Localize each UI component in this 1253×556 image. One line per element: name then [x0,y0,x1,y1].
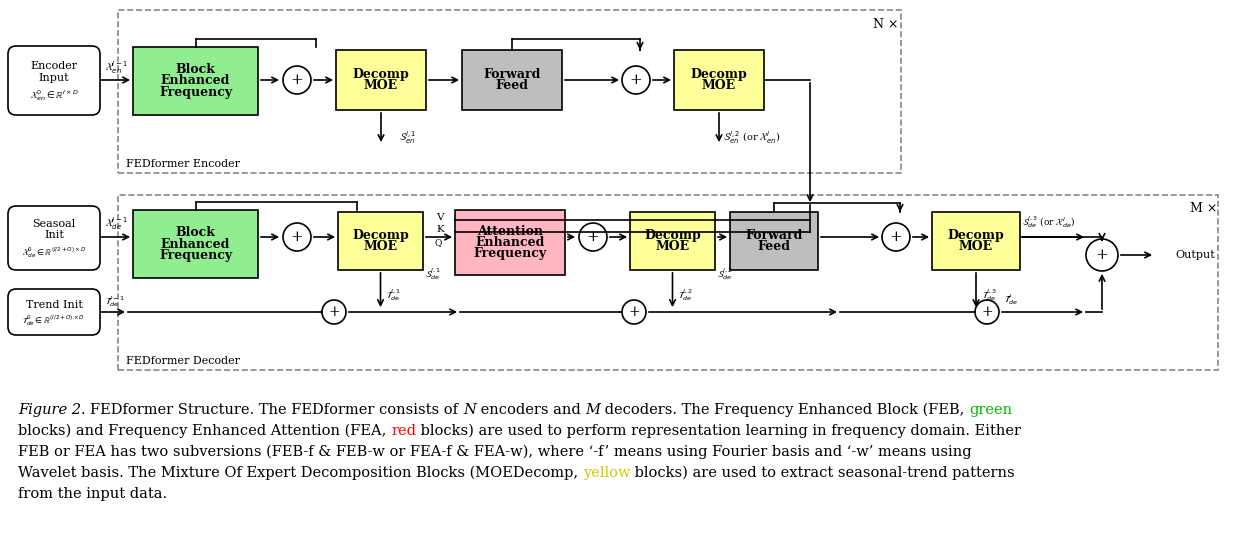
Text: +: + [628,305,640,319]
Text: Feed: Feed [758,240,791,253]
Text: MOE: MOE [702,79,736,92]
Text: $\mathcal{X}^{l-1}_{de}$: $\mathcal{X}^{l-1}_{de}$ [105,216,128,232]
Text: $\mathcal{T}^{l-1}_{de}$: $\mathcal{T}^{l-1}_{de}$ [105,295,125,310]
Text: Seasoal: Seasoal [33,219,75,229]
Text: Enhanced: Enhanced [160,237,231,251]
Text: blocks) are used to perform representation learning in frequency domain. Either: blocks) are used to perform representati… [416,424,1021,438]
Text: $\mathcal{X}^0_{en}\in\mathbb{R}^{I\times D}$: $\mathcal{X}^0_{en}\in\mathbb{R}^{I\time… [30,88,79,103]
Text: FEB or FEA has two subversions (FEB-f & FEB-w or FEA-f & FEA-w), where ‘-f’ mean: FEB or FEA has two subversions (FEB-f & … [18,445,971,459]
Text: +: + [890,230,902,244]
Text: Block: Block [175,226,216,239]
Text: Input: Input [39,73,69,83]
Ellipse shape [1086,239,1118,271]
Text: $\mathcal{S}^{l,1}_{en}$: $\mathcal{S}^{l,1}_{en}$ [398,130,416,146]
Text: MOE: MOE [655,240,689,253]
Text: Wavelet basis. The Mixture Of Expert Decomposition Blocks (MOEDecomp,: Wavelet basis. The Mixture Of Expert Dec… [18,466,583,480]
Text: Block: Block [175,63,216,76]
Text: +: + [981,305,992,319]
Bar [462,50,563,110]
Text: Decomp: Decomp [690,68,747,81]
Bar [730,212,818,270]
Text: FEDformer Decoder: FEDformer Decoder [127,356,241,366]
Bar [133,210,258,278]
Text: $\mathcal{X}^{l-1}_{en}$: $\mathcal{X}^{l-1}_{en}$ [105,59,128,76]
Ellipse shape [621,66,650,94]
Text: $\mathcal{T}^{l,3}_{de}$: $\mathcal{T}^{l,3}_{de}$ [982,287,997,303]
FancyBboxPatch shape [8,206,100,270]
Text: decoders. The Frequency Enhanced Block (FEB,: decoders. The Frequency Enhanced Block (… [600,403,969,418]
Text: Frequency: Frequency [159,249,232,262]
Text: FEDformer Structure. The FEDformer consists of: FEDformer Structure. The FEDformer consi… [90,403,462,417]
Text: Decomp: Decomp [352,229,408,242]
FancyBboxPatch shape [8,46,100,115]
Text: K: K [436,225,444,234]
Text: $\mathcal{S}^{l,2}_{en}$ (or $\mathcal{X}^l_{en}$): $\mathcal{S}^{l,2}_{en}$ (or $\mathcal{X… [723,130,781,146]
Text: Enhanced: Enhanced [475,236,545,249]
Text: M ×: M × [1190,202,1218,216]
Text: blocks) and Frequency Enhanced Attention (FEA,: blocks) and Frequency Enhanced Attention… [18,424,391,438]
Text: Decomp: Decomp [644,229,700,242]
Text: $\mathcal{T}^{l,2}_{de}$: $\mathcal{T}^{l,2}_{de}$ [679,287,694,303]
Text: Frequency: Frequency [474,247,546,260]
Text: green: green [969,403,1012,417]
Bar [118,195,1218,370]
Bar [118,10,901,173]
Text: +: + [291,230,303,244]
Text: yellow: yellow [583,466,630,480]
Text: $\mathcal{S}^{l,3}_{de}$ (or $\mathcal{X}^l_{de}$): $\mathcal{S}^{l,3}_{de}$ (or $\mathcal{X… [1022,214,1075,230]
Text: $\mathcal{S}^{l,1}_{de}$: $\mathcal{S}^{l,1}_{de}$ [425,266,441,282]
Text: +: + [629,73,643,87]
Text: Q: Q [435,239,442,247]
Text: N ×: N × [873,17,898,31]
Text: from the input data.: from the input data. [18,487,167,501]
Ellipse shape [882,223,910,251]
Text: $\mathcal{X}^0_{de}\in\mathbb{R}^{(I/2+O)\times D}$: $\mathcal{X}^0_{de}\in\mathbb{R}^{(I/2+O… [21,246,86,260]
Text: blocks) are used to extract seasonal-trend patterns: blocks) are used to extract seasonal-tre… [630,466,1015,480]
Text: $\mathcal{S}^{l,2}_{de}$: $\mathcal{S}^{l,2}_{de}$ [717,266,733,282]
Ellipse shape [621,300,647,324]
Text: +: + [586,230,599,244]
Ellipse shape [283,223,311,251]
Bar [674,50,764,110]
Text: MOE: MOE [363,240,397,253]
Bar [133,47,258,115]
Bar [932,212,1020,270]
Text: +: + [291,73,303,87]
Text: Init: Init [44,230,64,240]
Text: Forward: Forward [484,68,541,81]
Ellipse shape [283,66,311,94]
Text: Feed: Feed [495,79,529,92]
Text: Enhanced: Enhanced [160,75,231,87]
Text: Attention: Attention [477,225,543,238]
Text: +: + [328,305,340,319]
Bar [338,212,424,270]
Bar [336,50,426,110]
Text: MOE: MOE [959,240,994,253]
Text: M: M [585,403,600,417]
Text: Frequency: Frequency [159,86,232,99]
Text: Decomp: Decomp [352,68,410,81]
Text: Output: Output [1175,250,1214,260]
Ellipse shape [975,300,999,324]
Text: MOE: MOE [363,79,398,92]
Text: FEDformer Encoder: FEDformer Encoder [127,159,241,169]
Text: Figure 2.: Figure 2. [18,403,90,417]
Text: $\mathcal{T}^l_{de}$: $\mathcal{T}^l_{de}$ [1004,292,1019,307]
Text: encoders and: encoders and [476,403,585,417]
Text: +: + [1095,248,1109,262]
Text: Forward: Forward [746,229,803,242]
Text: Encoder: Encoder [30,61,78,71]
Ellipse shape [579,223,606,251]
Bar [630,212,715,270]
Text: N: N [462,403,476,417]
Text: V: V [436,212,444,221]
Bar [455,210,565,275]
Ellipse shape [322,300,346,324]
FancyBboxPatch shape [8,289,100,335]
Text: $\mathcal{T}^0_{de}\in\mathbb{R}^{(I/2+O)\times D}$: $\mathcal{T}^0_{de}\in\mathbb{R}^{(I/2+O… [23,314,85,329]
Text: Trend Init: Trend Init [25,300,83,310]
Text: Decomp: Decomp [947,229,1005,242]
Text: red: red [391,424,416,438]
Text: $\mathcal{T}^{l,1}_{de}$: $\mathcal{T}^{l,1}_{de}$ [386,287,402,303]
